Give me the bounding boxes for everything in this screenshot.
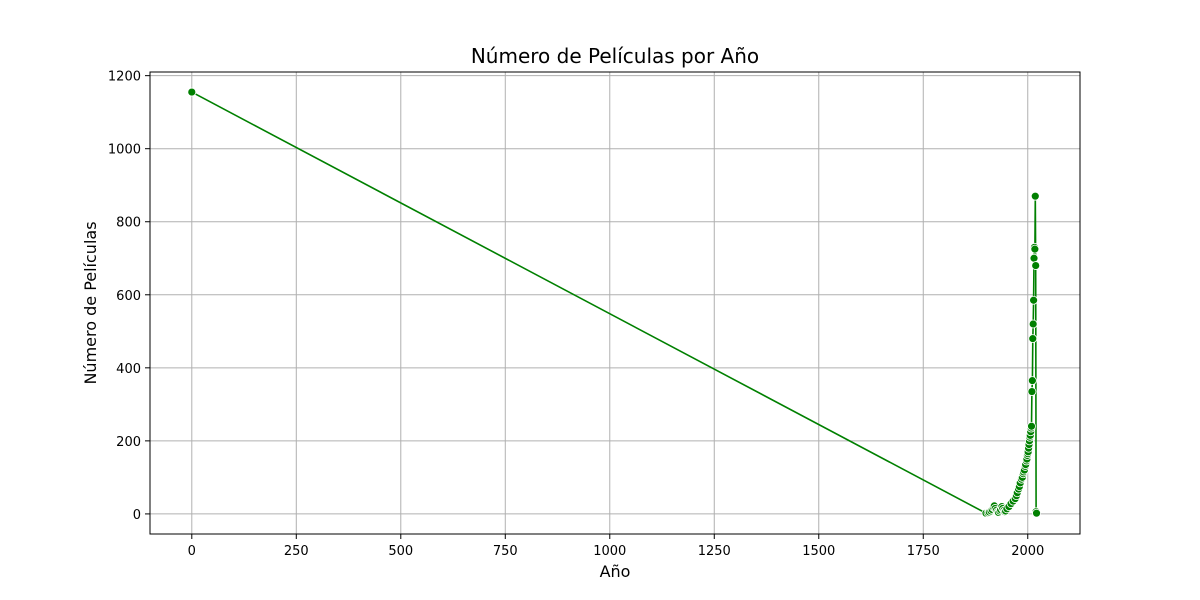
y-tick-label: 600 (116, 289, 141, 304)
data-point (1027, 387, 1037, 396)
data-point (1030, 244, 1040, 254)
x-tick-label: 500 (388, 544, 413, 559)
data-point (1029, 253, 1039, 263)
x-tick-label: 1000 (593, 544, 626, 559)
x-tick-label: 1750 (907, 544, 940, 559)
series-line-layer (191, 91, 1038, 515)
data-point (1028, 334, 1038, 344)
data-points (187, 87, 1041, 518)
data-point (1027, 421, 1036, 431)
series-line (191, 91, 1038, 515)
y-tick-label: 200 (116, 435, 141, 450)
x-tick-label: 1500 (802, 544, 835, 559)
plot-frame (149, 71, 1081, 535)
x-tick-label: 1250 (698, 544, 731, 559)
x-tick-label: 0 (188, 544, 196, 559)
chart-title: Número de Películas por Año (471, 44, 759, 68)
grid (150, 72, 1080, 534)
y-tick-label: 800 (116, 216, 141, 231)
data-point (1029, 295, 1039, 305)
data-point (1031, 261, 1041, 270)
y-axis-label: Número de Películas (81, 221, 100, 384)
axis-ticks: 0 250 500 750 1000 1250 1500 1750 2000 0 200 400 600… (108, 70, 1044, 559)
x-tick-label: 250 (284, 544, 309, 559)
x-axis-label: Año (600, 562, 631, 581)
data-point (1028, 319, 1038, 329)
y-tick-label: 400 (116, 362, 141, 377)
data-point (1027, 376, 1037, 386)
y-tick-label: 1200 (108, 70, 141, 85)
data-point (1030, 191, 1040, 201)
data-point (1032, 508, 1041, 518)
y-tick-label: 1000 (108, 143, 141, 158)
x-tick-label: 2000 (1011, 544, 1044, 559)
x-tick-label: 750 (493, 544, 518, 559)
y-tick-label: 0 (133, 508, 141, 523)
data-point (187, 87, 197, 97)
